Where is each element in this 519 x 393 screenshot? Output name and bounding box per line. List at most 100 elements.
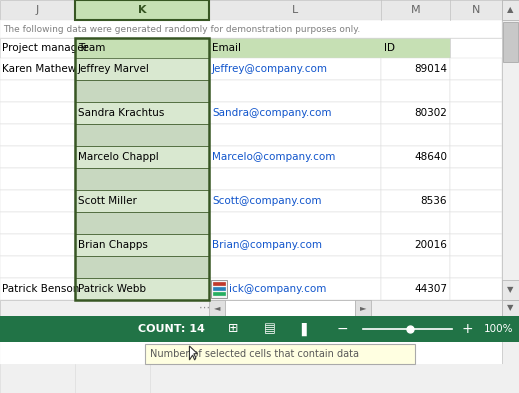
Text: ▼: ▼ <box>507 303 514 312</box>
Text: ◄: ◄ <box>214 303 220 312</box>
Bar <box>209 58 381 80</box>
Bar <box>75 278 209 300</box>
Bar <box>0 316 519 342</box>
Bar <box>450 190 502 212</box>
Text: Team: Team <box>78 43 105 53</box>
Text: ⊞: ⊞ <box>228 323 239 336</box>
Bar <box>75 102 209 124</box>
Bar <box>0 234 75 256</box>
Bar <box>75 256 209 278</box>
Bar <box>450 234 502 256</box>
Bar <box>75 234 209 256</box>
Bar <box>0 256 75 278</box>
Bar <box>211 280 227 298</box>
Bar <box>209 212 381 234</box>
Bar <box>0 124 75 146</box>
Text: 100%: 100% <box>484 324 513 334</box>
Bar <box>75 58 209 80</box>
Bar <box>75 146 209 168</box>
Bar <box>503 22 518 62</box>
Bar <box>75 124 209 146</box>
Bar <box>450 168 502 190</box>
Bar <box>0 80 75 102</box>
Bar <box>0 168 75 190</box>
Bar <box>450 124 502 146</box>
Bar <box>450 146 502 168</box>
Text: ▐: ▐ <box>296 322 306 336</box>
Text: Sandra Krachtus: Sandra Krachtus <box>78 108 165 118</box>
Bar <box>0 0 502 20</box>
Text: Marcelo@company.com: Marcelo@company.com <box>212 152 335 162</box>
Text: N: N <box>472 5 480 15</box>
Text: +: + <box>461 322 473 336</box>
Bar <box>450 278 502 300</box>
Bar <box>450 38 502 58</box>
Bar <box>381 124 450 146</box>
Text: Karen Mathew: Karen Mathew <box>2 64 76 74</box>
Bar <box>0 20 502 38</box>
Bar <box>0 38 75 58</box>
Bar <box>209 146 381 168</box>
Bar <box>450 256 502 278</box>
Text: 8536: 8536 <box>420 196 447 206</box>
Text: 80302: 80302 <box>414 108 447 118</box>
Text: Number of selected cells that contain data: Number of selected cells that contain da… <box>151 349 359 359</box>
Bar <box>502 0 519 393</box>
Bar <box>0 278 75 300</box>
Bar <box>381 58 450 80</box>
Bar <box>381 168 450 190</box>
Text: 20016: 20016 <box>414 240 447 250</box>
Bar <box>209 124 381 146</box>
Text: ▲: ▲ <box>507 6 514 15</box>
Bar <box>381 256 450 278</box>
Bar <box>209 234 381 256</box>
Bar <box>75 190 209 212</box>
Text: Brian Chapps: Brian Chapps <box>78 240 148 250</box>
Text: K: K <box>138 5 146 15</box>
Bar <box>450 58 502 80</box>
Bar <box>502 20 519 300</box>
Bar <box>0 300 502 316</box>
Text: Jeffrey Marvel: Jeffrey Marvel <box>78 64 150 74</box>
Text: Sandra@company.com: Sandra@company.com <box>212 108 332 118</box>
Bar <box>381 80 450 102</box>
Bar <box>213 292 225 295</box>
Text: Project manager: Project manager <box>2 43 88 53</box>
Bar <box>0 102 75 124</box>
Text: 48640: 48640 <box>414 152 447 162</box>
Bar <box>209 190 381 212</box>
Text: Patrick Benson: Patrick Benson <box>2 284 79 294</box>
Bar <box>75 80 209 102</box>
Bar <box>75 38 209 300</box>
Text: J: J <box>36 5 39 15</box>
Bar <box>0 58 75 80</box>
Text: Patrick Webb: Patrick Webb <box>78 284 146 294</box>
Bar <box>75 168 209 190</box>
Bar <box>381 278 450 300</box>
Text: ID: ID <box>384 43 395 53</box>
Text: ▤: ▤ <box>264 323 276 336</box>
Bar <box>355 300 371 316</box>
Bar <box>381 146 450 168</box>
Text: 44307: 44307 <box>414 284 447 294</box>
Text: L: L <box>292 5 298 15</box>
Bar <box>502 0 519 20</box>
Text: Brian@company.com: Brian@company.com <box>212 240 322 250</box>
Text: 89014: 89014 <box>414 64 447 74</box>
Text: Jeffrey@company.com: Jeffrey@company.com <box>212 64 328 74</box>
Bar <box>0 190 75 212</box>
Bar <box>213 282 225 285</box>
Bar <box>209 256 381 278</box>
Bar <box>0 146 75 168</box>
Text: The following data were generated randomly for demonstration purposes only.: The following data were generated random… <box>3 24 360 33</box>
Text: ▼: ▼ <box>507 285 514 294</box>
Bar <box>213 287 225 290</box>
Bar <box>209 80 381 102</box>
Bar <box>381 212 450 234</box>
Text: Scott Miller: Scott Miller <box>78 196 137 206</box>
Text: COUNT: 14: COUNT: 14 <box>138 324 204 334</box>
Text: −: − <box>337 322 348 336</box>
Bar <box>75 0 209 20</box>
Bar <box>381 234 450 256</box>
Bar <box>381 102 450 124</box>
